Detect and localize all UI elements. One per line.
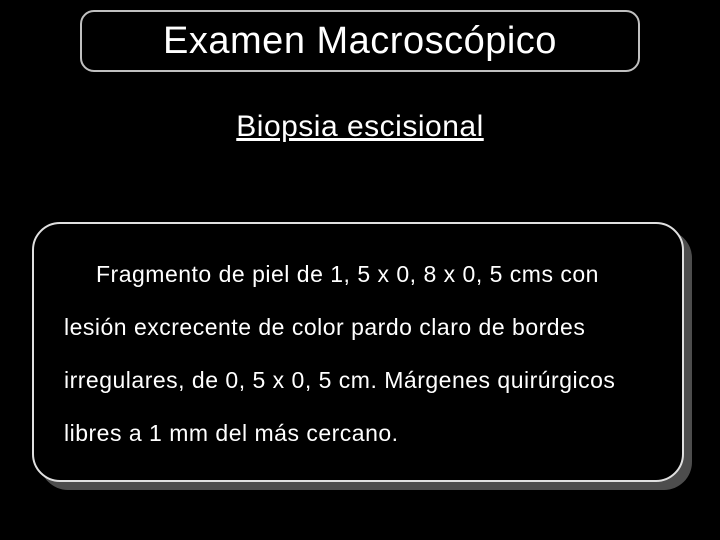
title-container: Examen Macroscópico xyxy=(80,10,640,72)
body-container: Fragmento de piel de 1, 5 x 0, 8 x 0, 5 … xyxy=(32,222,684,482)
slide-body-text: Fragmento de piel de 1, 5 x 0, 8 x 0, 5 … xyxy=(64,248,652,460)
slide-subtitle: Biopsia escisional xyxy=(0,110,720,144)
slide-title: Examen Macroscópico xyxy=(163,20,557,63)
